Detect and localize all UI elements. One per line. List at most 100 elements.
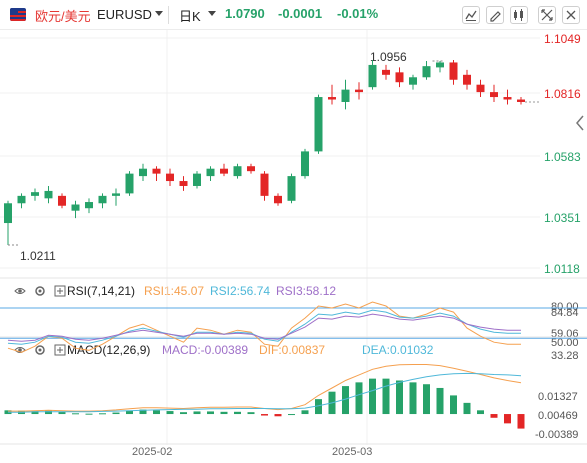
macd-histogram-bar [220, 411, 228, 415]
candle-body [152, 168, 161, 174]
macd-histogram-bar [490, 414, 498, 418]
candle-body [355, 89, 363, 93]
macd-histogram-bar [504, 414, 511, 424]
indicator-icon[interactable] [462, 6, 480, 24]
gear-icon[interactable] [34, 285, 46, 297]
period-selector[interactable]: 日K [179, 9, 201, 24]
candle-body [341, 89, 350, 102]
macd-histogram-bar [409, 382, 417, 415]
macd-histogram-bar [477, 410, 484, 415]
candle-body [139, 168, 147, 177]
macd-histogram-bar [301, 410, 309, 415]
macd-histogram-bar [463, 402, 471, 415]
candle-body [85, 202, 93, 209]
eye-icon[interactable] [14, 344, 26, 356]
price-change-percent: -0.01% [337, 6, 379, 21]
dif-value: DIF:0.00837 [259, 343, 326, 357]
eu-us-flag-icon [10, 8, 26, 21]
low-annotation: 1.0211 [20, 249, 56, 263]
candle-body [125, 173, 134, 194]
macd-histogram-bar [382, 378, 390, 415]
candle-body [206, 168, 215, 177]
price-axis-label: 1.0816 [544, 87, 581, 101]
macd-histogram-bar [139, 409, 147, 415]
candle-body [382, 69, 390, 75]
symbol-name[interactable]: 欧元/美元 [35, 9, 91, 24]
eye-icon[interactable] [14, 285, 26, 297]
high-annotation: 1.0956 [370, 50, 407, 64]
expand-icon[interactable] [54, 344, 66, 356]
macd-histogram-bar [396, 380, 403, 415]
rsi-axis-label: 80.00 [551, 301, 579, 313]
macd-histogram-bar [153, 410, 160, 415]
candle-body [44, 190, 53, 199]
candle-body [436, 62, 444, 68]
candle-body [274, 195, 282, 204]
gear-icon[interactable] [34, 344, 46, 356]
rsi1-value: RSI1:45.07 [144, 284, 205, 298]
draw-icon[interactable] [486, 6, 504, 24]
price-axis-label: 1.0118 [544, 262, 580, 276]
macd-header: MACD(12,26,9) MACD:-0.00389 DIF:0.00837 … [0, 340, 540, 360]
candle-body [193, 173, 201, 186]
price-change: -0.0001 [278, 6, 323, 21]
divider [168, 6, 169, 24]
settings-icon[interactable] [562, 6, 580, 24]
macd-histogram-bar [342, 386, 349, 415]
rsi-header: RSI(7,14,21) RSI1:45.07 RSI2:56.74 RSI3:… [0, 281, 587, 301]
macd-histogram-bar [247, 412, 255, 415]
macd-histogram-bar [436, 387, 444, 415]
macd-histogram-bar [288, 414, 295, 416]
candle-body [220, 168, 228, 174]
candle-body [112, 193, 120, 196]
expand-icon[interactable] [54, 285, 66, 297]
macd-histogram-bar [72, 413, 79, 415]
macd-histogram-bar [450, 395, 457, 415]
macd-histogram-bar [423, 384, 430, 415]
collapse-arrow-icon[interactable] [573, 108, 587, 138]
candle-body [463, 74, 471, 85]
macd-axis-label: 0.00469 [538, 410, 578, 422]
candle-body [71, 204, 80, 211]
macd-histogram-bar [274, 414, 282, 417]
candle-body [449, 62, 458, 80]
macd-histogram-bar [166, 411, 174, 415]
last-price: 1.0790 [225, 6, 265, 21]
macd-histogram-bar [126, 410, 133, 415]
candle-body [31, 192, 39, 196]
dea-line [8, 372, 522, 413]
macd-histogram-bar [31, 411, 39, 415]
symbol-dropdown-icon[interactable] [155, 11, 163, 16]
candle-body [166, 173, 174, 182]
candle-body [490, 92, 498, 98]
symbol-code[interactable]: EURUSD [97, 7, 152, 22]
macd-axis-label: 0.01327 [538, 391, 578, 403]
candle-body [314, 97, 323, 152]
candle-body [409, 77, 417, 85]
period-dropdown-icon[interactable] [208, 11, 216, 16]
rsi-title: RSI(7,14,21) [67, 284, 136, 298]
candle-body [301, 151, 309, 177]
fullscreen-icon[interactable] [538, 6, 556, 24]
macd-histogram-bar [112, 412, 120, 415]
candle-body [260, 173, 269, 196]
price-axis-label: 1.1049 [544, 32, 581, 46]
macd-histogram-bar [45, 410, 52, 415]
candle-body [233, 166, 242, 177]
candle-body [328, 97, 336, 100]
candle-type-icon[interactable] [510, 6, 528, 24]
price-axis-label: 1.0583 [544, 150, 581, 164]
candle-body [4, 203, 12, 224]
rsi-axis-label: 84.84 [551, 307, 579, 319]
x-axis-label: 2025-03 [332, 446, 373, 458]
x-axis-label: 2025-02 [132, 446, 173, 458]
rsi2-line [7, 309, 521, 345]
macd-histogram-bar [99, 413, 106, 415]
macd-histogram-bar [315, 399, 322, 415]
macd-histogram-bar [517, 414, 525, 429]
rsi-axis-label: 33.28 [551, 350, 579, 362]
rsi3-value: RSI3:58.12 [276, 284, 337, 298]
price-axis-label: 1.0351 [544, 211, 581, 225]
macd-histogram-bar [261, 414, 268, 416]
